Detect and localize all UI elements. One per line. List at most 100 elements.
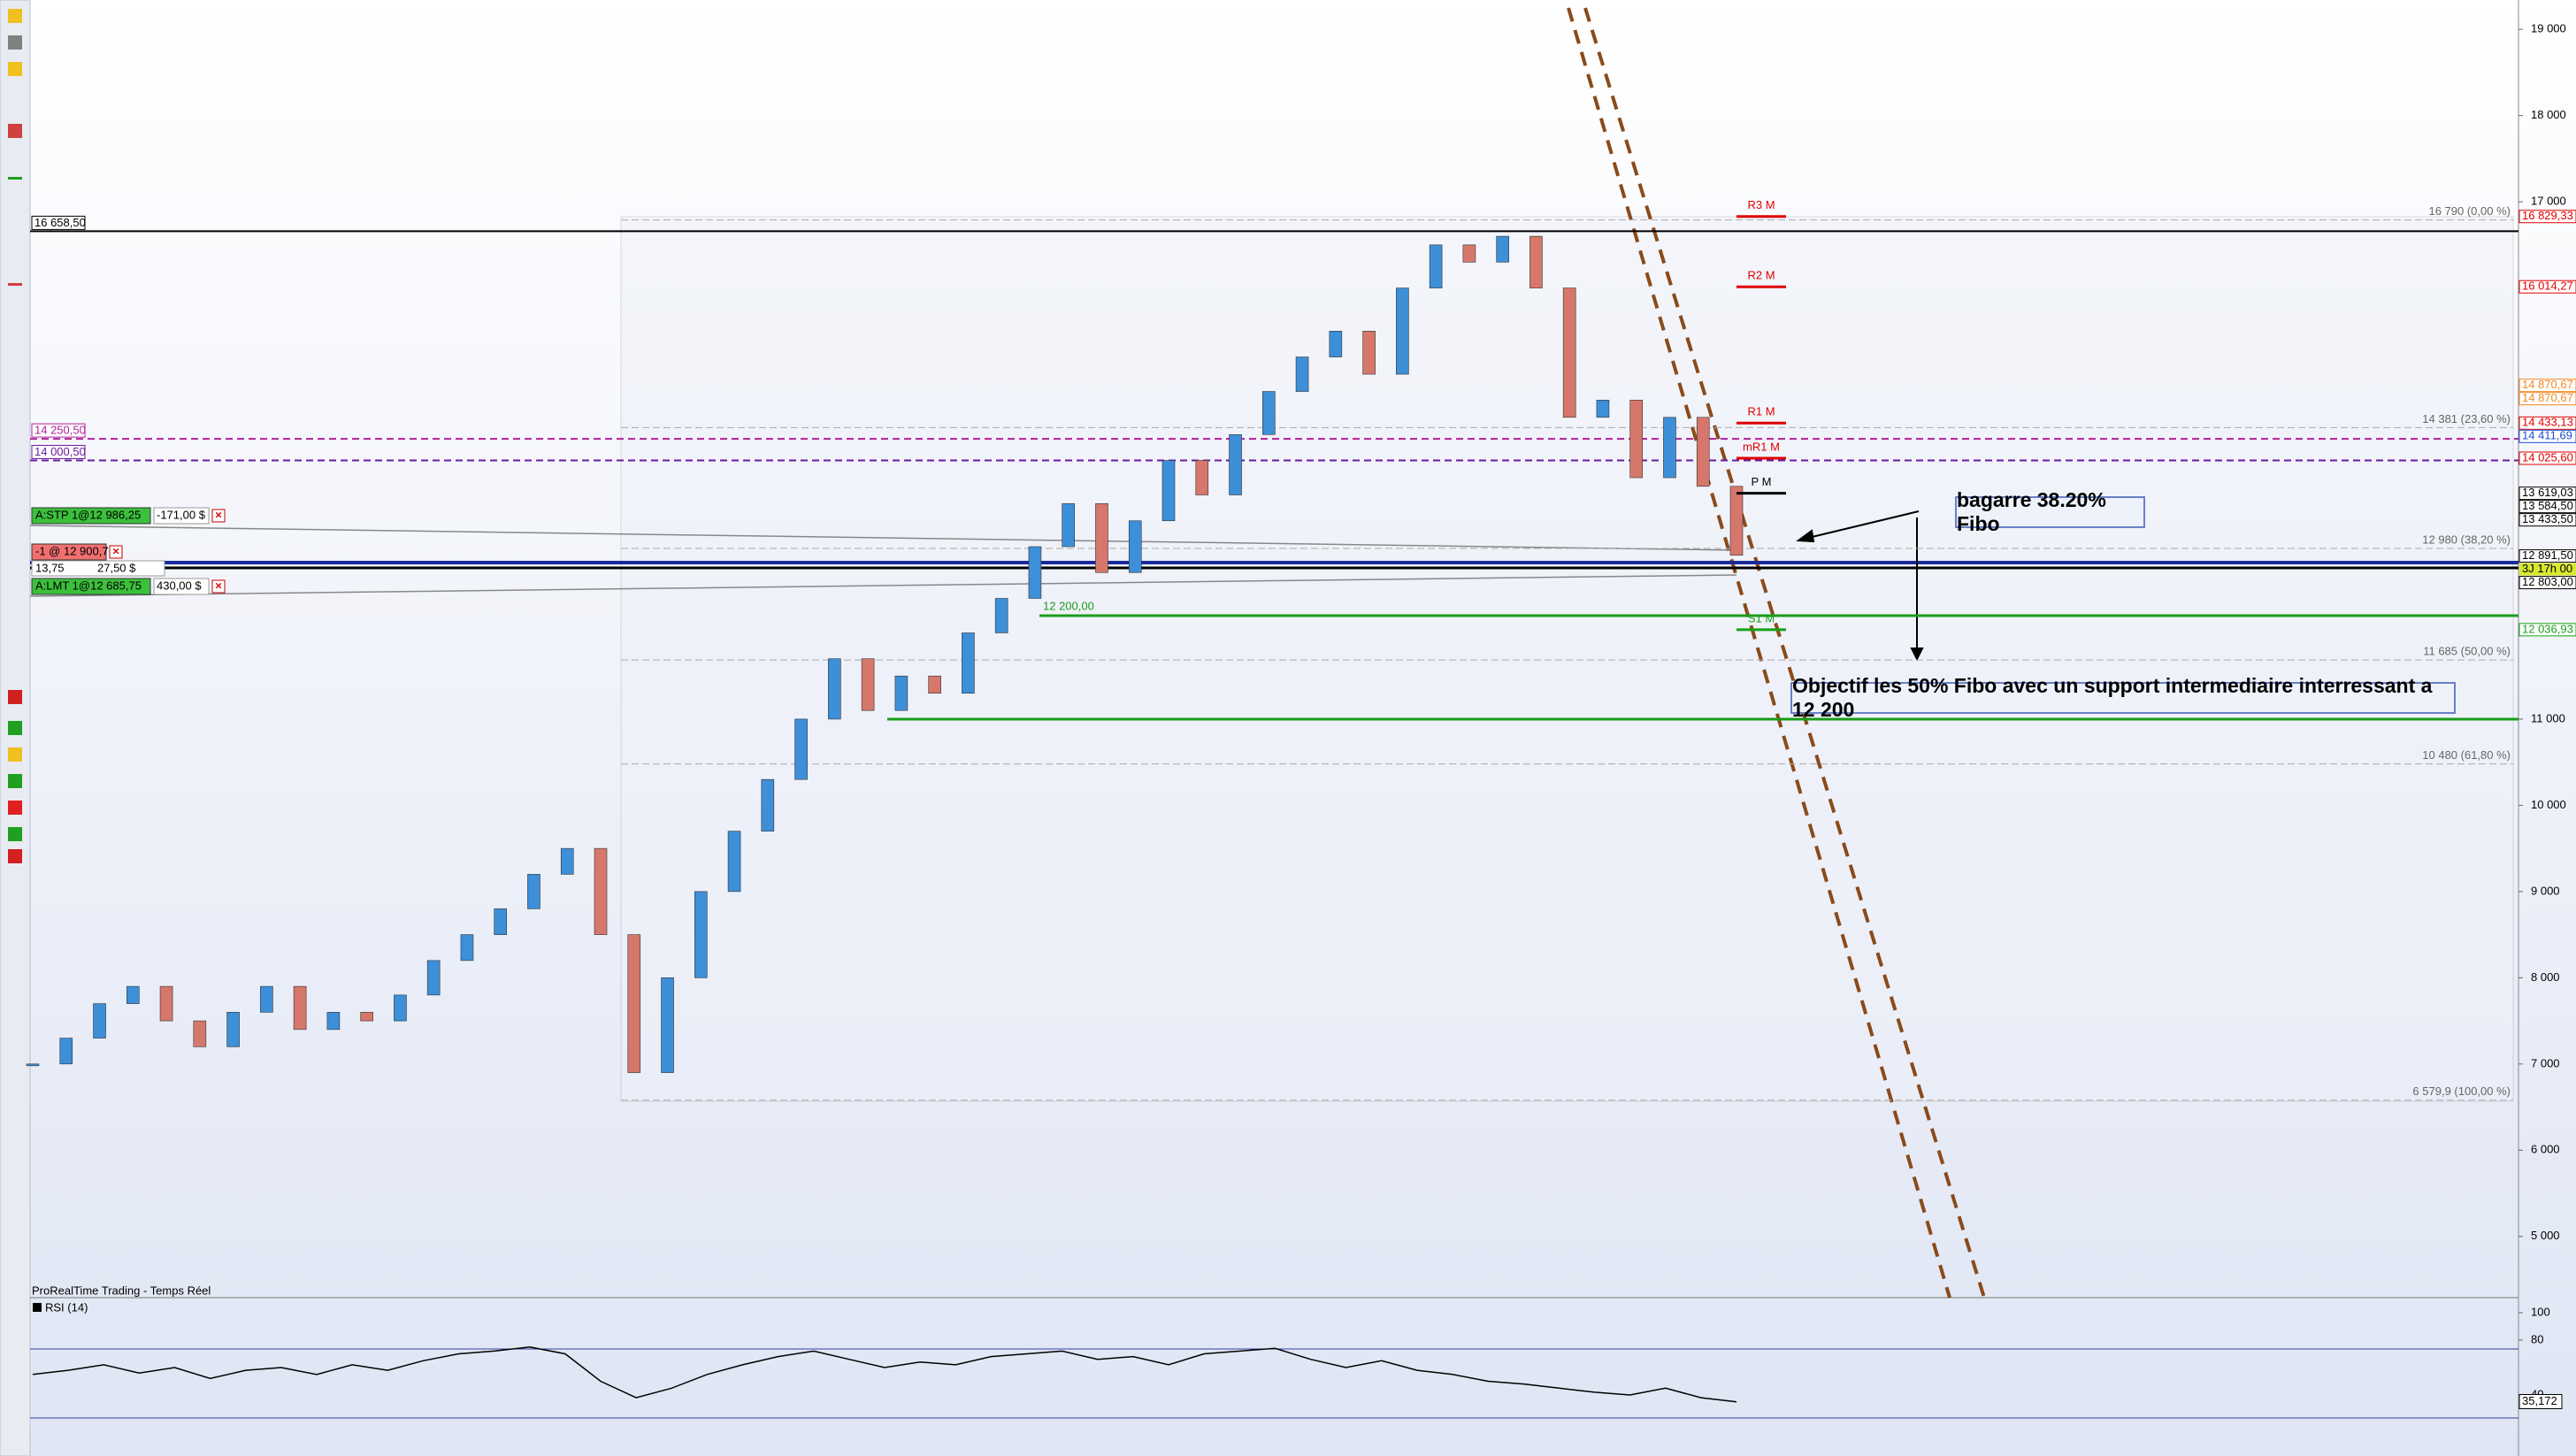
y-tick-label: 10 000 [2531,798,2566,811]
candle [394,994,407,1022]
order-cancel[interactable] [211,579,226,594]
order-pnl: 430,00 $ [157,579,202,592]
y-tick-label: 18 000 [2531,108,2566,121]
candle [828,658,841,720]
rsi-swatch [33,1303,42,1312]
order-cancel-x: × [215,508,222,521]
price-tag-label: 14 870,67 [2522,391,2573,404]
price-tag [2518,623,2576,637]
price-tag-label: 12 891,50 [2522,548,2573,562]
panel-title: ProRealTime Trading - Temps Réel [32,1284,211,1297]
level-tag [31,444,86,459]
pnl-tag [153,578,210,595]
countdown: 3J 17h 00 [2522,562,2572,575]
price-tag-label: 12 803,00 [2522,575,2573,588]
pivot-label: P M [1752,475,1772,488]
candle [193,1020,207,1047]
countdown-tag [2519,563,2576,576]
price-tag-label: 14 025,60 [2522,450,2573,464]
price-tag-label: 16 829,33 [2522,209,2573,222]
candle [1128,520,1142,573]
position-points: 13,75 [35,561,65,574]
candle [1729,486,1744,556]
price-tag-label: 13 584,50 [2522,499,2573,512]
candle [460,934,474,962]
y-tick-label: 9 000 [2531,884,2560,897]
order-tag [31,578,151,595]
order-tag [31,507,151,525]
price-tag-label: 14 411,69 [2522,429,2572,442]
candle [1261,391,1276,435]
candle [1462,244,1476,263]
candle [1295,356,1309,392]
price-tag [2518,416,2576,430]
price-tag-label: 16 014,27 [2522,280,2573,293]
price-tag [2518,429,2576,443]
rsi-last: 35,172 [2522,1394,2557,1407]
order-label: A:LMT 1@12 685,75 [35,579,142,592]
candle [594,847,608,935]
y-tick-label: 19 000 [2531,22,2566,35]
candle [1362,331,1376,375]
y-tick-label: 8 000 [2531,970,2560,984]
fibo-label: 10 480 (61,80 %) [2422,748,2511,762]
y-tick-label: 7 000 [2531,1056,2560,1069]
candle [260,985,273,1013]
position-amount: 27,50 $ [97,561,136,574]
candle [1696,417,1710,487]
candle [627,934,641,1073]
y-tick-label: 17 000 [2531,195,2566,208]
pivot-label: R3 M [1747,198,1775,211]
candle [1028,546,1042,599]
price-tag [2518,451,2576,465]
candle [1663,417,1676,479]
candle [694,891,708,978]
order-cancel-x: × [112,544,119,557]
level-tag [31,215,86,230]
price-tag [2518,280,2576,294]
candle [861,658,875,711]
rsi-tick-label: 80 [2531,1332,2543,1345]
level-tag [31,423,86,438]
candle [1195,460,1209,495]
price-tag [2518,500,2576,514]
order-cancel-x: × [215,579,222,592]
candle [159,985,173,1022]
rsi-name: RSI (14) [45,1300,88,1314]
price-tag-label: 13 619,03 [2522,486,2573,499]
price-tag [2518,210,2576,224]
order-lines [29,525,1737,597]
candle [59,1038,73,1065]
price-tag-label: 14 870,67 [2522,378,2573,391]
pivot-label: R1 M [1747,405,1775,418]
rsi-last-tag [2518,1393,2563,1409]
level-label: 14 250,50 [34,424,86,437]
candle [293,985,307,1031]
annotation: bagarre 38.20% Fibo [1955,488,2145,535]
order-cancel[interactable] [211,509,226,523]
annotation: Objectif les 50% Fibo avec un support in… [1790,674,2456,721]
candle [1496,235,1509,263]
candle [494,908,508,935]
price-tag [2518,392,2576,406]
trend-channel [1567,7,1986,1299]
level-label: 14 000,50 [34,445,86,458]
candle [226,1012,240,1047]
price-tag [2518,487,2576,501]
rsi-line [32,1346,1737,1403]
y-tick-label: 11 000 [2531,711,2565,724]
candle [661,977,674,1073]
price-tag [2518,576,2576,590]
candle [994,598,1008,633]
candle [1095,502,1108,573]
price-tag [2518,549,2576,563]
order-cancel[interactable] [109,545,123,559]
candle [1162,460,1176,522]
candle [1629,399,1644,479]
toolbar-icons [8,9,22,863]
pivot-label: S1 M [1748,611,1775,625]
candle [1530,235,1543,288]
candle [962,632,975,694]
